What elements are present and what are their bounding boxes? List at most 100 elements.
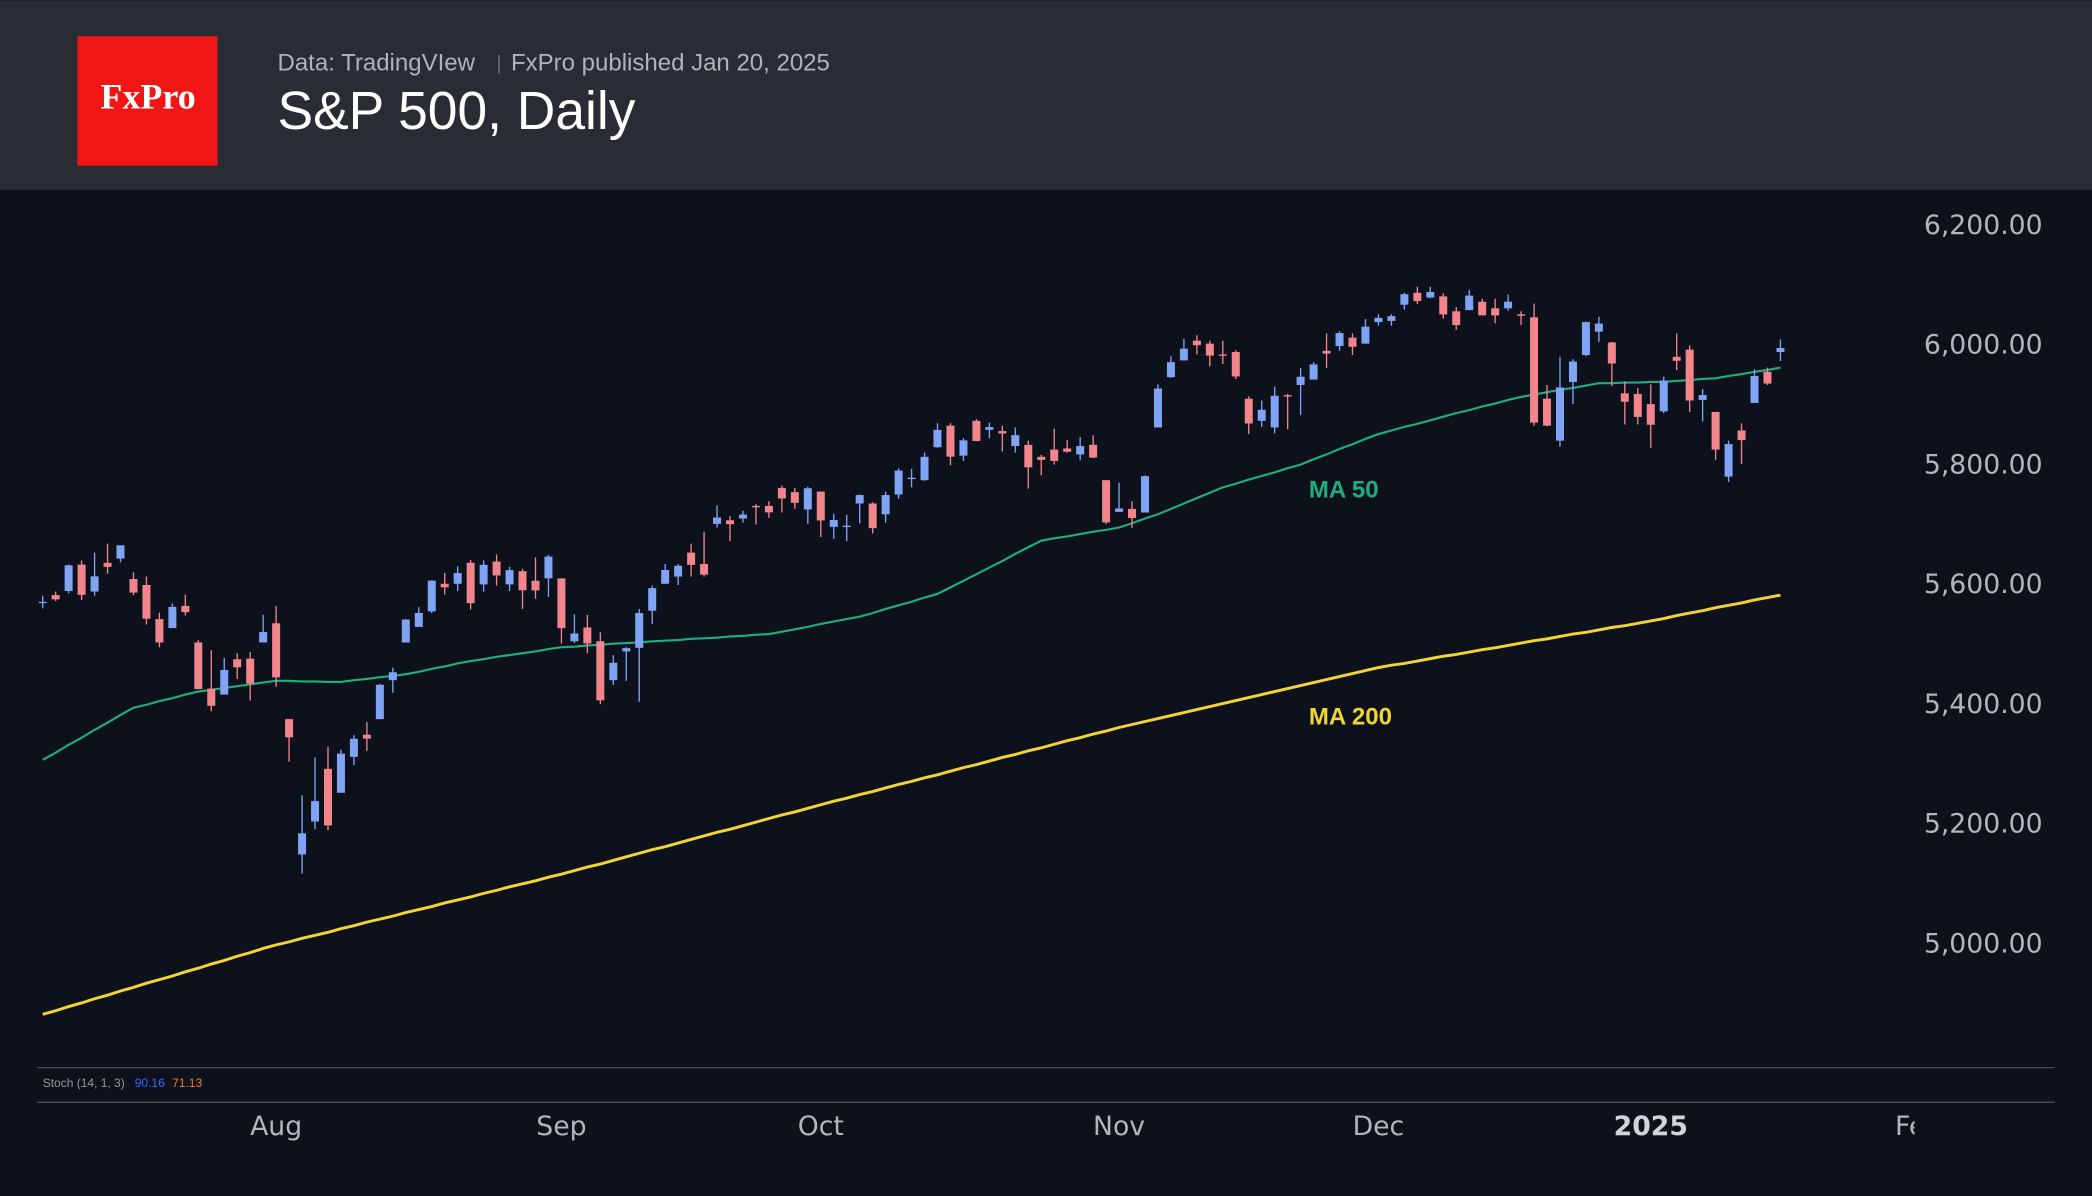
candle-body <box>1153 388 1162 428</box>
candle-body <box>1737 430 1746 441</box>
candle-body <box>1128 508 1137 519</box>
candle-body <box>479 564 488 585</box>
candle-body <box>868 503 877 529</box>
y-tick-label: 5,600.00 <box>1924 569 2043 600</box>
candle-body <box>64 565 73 591</box>
candle-body <box>1270 395 1279 428</box>
candle-body <box>1037 456 1046 460</box>
candle-body <box>207 688 216 706</box>
candle-body <box>1374 317 1383 323</box>
candle-body <box>1426 291 1435 298</box>
candle-body <box>1659 380 1668 412</box>
candle-body <box>1491 308 1500 316</box>
candle-body <box>362 734 371 739</box>
indicator-value: 90.16 <box>135 1076 165 1090</box>
indicator-value: 71.13 <box>172 1076 202 1090</box>
candle-body <box>259 632 268 643</box>
candle-body <box>1387 316 1396 321</box>
y-tick-label: 5,200.00 <box>1924 809 2043 840</box>
candle-body <box>1452 311 1461 326</box>
candle-body <box>1011 435 1020 447</box>
candle-body <box>1400 294 1409 305</box>
candle-body <box>985 427 994 430</box>
candle-body <box>648 588 657 611</box>
candle-body <box>803 488 812 510</box>
candle-body <box>1465 295 1474 311</box>
candle-body <box>427 580 436 612</box>
candle-body <box>687 552 696 565</box>
x-tick-label: Nov <box>1093 1111 1145 1142</box>
ma-line <box>42 366 1781 761</box>
candle-body <box>544 556 553 579</box>
candle-body <box>349 738 358 757</box>
y-tick-label: 5,400.00 <box>1924 689 2043 720</box>
candle-body <box>1478 301 1487 316</box>
candle-body <box>1543 398 1552 426</box>
candle-body <box>894 470 903 495</box>
candle-body <box>1335 333 1344 347</box>
candle-body <box>220 669 229 695</box>
candle-body <box>1205 343 1214 356</box>
candle-body <box>168 606 177 629</box>
candle-body <box>505 570 514 585</box>
candle-body <box>531 580 540 591</box>
candle-body <box>1192 340 1201 346</box>
candle-body <box>557 578 566 629</box>
candle-body <box>38 601 47 604</box>
candle-body <box>1076 446 1085 455</box>
candle-body <box>1568 361 1577 382</box>
candle-body <box>77 564 86 595</box>
candle-body <box>129 578 138 593</box>
candle-body <box>946 425 955 457</box>
candle-body <box>1776 348 1785 353</box>
candle-body <box>622 648 631 652</box>
data-source: Data: TradingVIew <box>278 50 476 77</box>
candle-body <box>1594 323 1603 332</box>
ma-annotation: MA 200 <box>1309 703 1392 730</box>
candle-body <box>1750 376 1759 403</box>
candle-body <box>1024 444 1033 468</box>
candle-body <box>1672 356 1681 361</box>
candle-body <box>272 623 281 678</box>
candle-body <box>1581 322 1590 356</box>
candle-body <box>492 561 501 576</box>
y-tick-label: 6,200.00 <box>1924 210 2043 241</box>
candle-body <box>790 492 799 503</box>
candle-body <box>700 564 709 575</box>
candle-body <box>1166 362 1175 378</box>
candle-body <box>1140 476 1149 513</box>
candle-body <box>998 431 1007 434</box>
candle-body <box>1322 350 1331 354</box>
candle-body <box>751 505 760 508</box>
candle-body <box>972 420 981 441</box>
candle-body <box>842 525 851 528</box>
candle-body <box>1063 448 1072 452</box>
candle-body <box>103 562 112 567</box>
x-tick-label: Fe <box>1895 1111 1925 1142</box>
logo-box <box>77 36 218 166</box>
candle-body <box>142 584 151 619</box>
candle-body <box>1439 296 1448 315</box>
candle-body <box>1530 317 1539 423</box>
x-tick-label: 2025 <box>1614 1111 1688 1142</box>
candle-body <box>1089 444 1098 458</box>
candle-body <box>933 429 942 448</box>
candle-body <box>596 641 605 701</box>
candle-body <box>90 576 99 592</box>
candle-body <box>1361 326 1370 344</box>
candle-body <box>570 633 579 642</box>
candle-body <box>713 517 722 524</box>
candle-body <box>1231 352 1240 377</box>
x-tick-label: Aug <box>250 1111 302 1142</box>
candle-body <box>1244 398 1253 424</box>
candle-body <box>738 514 747 519</box>
candle-body <box>375 684 384 720</box>
candle-body <box>298 833 307 855</box>
candle-body <box>1711 411 1720 450</box>
candle-body <box>1685 349 1694 401</box>
candle-body <box>1257 409 1266 421</box>
x-tick-label: Sep <box>536 1111 586 1142</box>
candle-body <box>1517 314 1526 316</box>
candle-body <box>401 619 410 643</box>
